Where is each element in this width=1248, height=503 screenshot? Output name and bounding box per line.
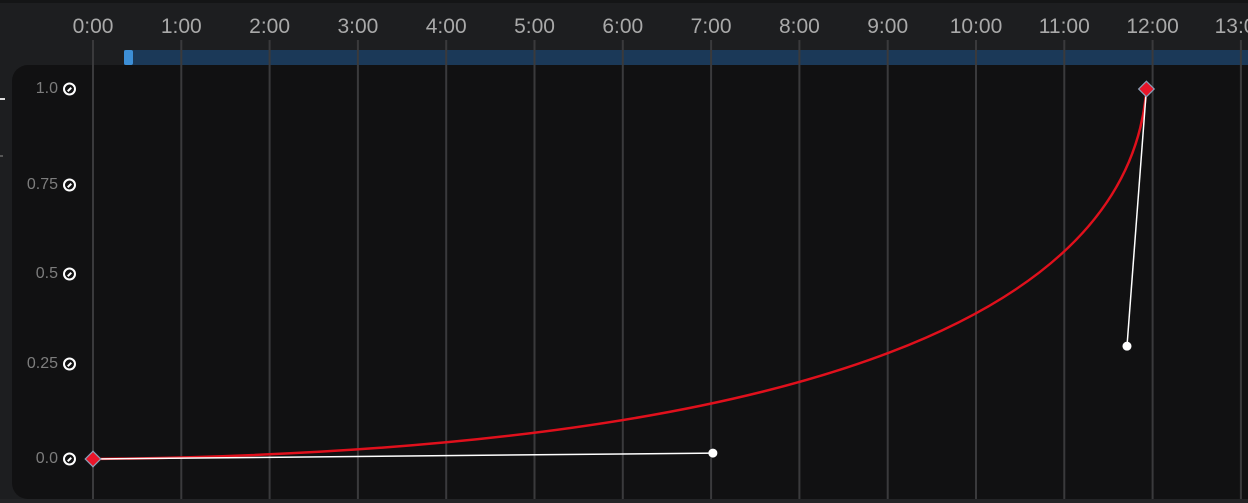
- bottom-border: [0, 499, 1248, 503]
- value-label: 0.25: [26, 354, 58, 372]
- value-dial-icon[interactable]: [63, 357, 76, 371]
- time-label: 12:00: [1126, 15, 1179, 38]
- time-ruler[interactable]: 0:00 1:00 2:00 3:00 4:00 5:00 6:00 7:00 8:00 9:00…: [0, 3, 1248, 50]
- time-label: 1:00: [160, 15, 202, 38]
- playback-range-bar[interactable]: [124, 50, 1248, 65]
- side-tick: [0, 155, 3, 157]
- time-label: 3:00: [337, 15, 379, 38]
- time-label: 4:00: [425, 15, 467, 38]
- time-label: 9:00: [867, 15, 909, 38]
- value-dial-icon[interactable]: [63, 178, 76, 192]
- out-tangent-handle[interactable]: [708, 448, 718, 458]
- time-label: 2:00: [249, 15, 291, 38]
- time-label: 13:00: [1214, 15, 1248, 38]
- animation-curve: [92, 88, 1148, 461]
- time-label: 5:00: [514, 15, 555, 38]
- top-border: [0, 0, 1248, 3]
- tangent-handle-line[interactable]: [92, 452, 713, 460]
- tangent-handle-line[interactable]: [1126, 88, 1148, 347]
- time-label: 7:00: [690, 15, 732, 38]
- playback-range-handle[interactable]: [123, 50, 133, 65]
- keyframe-diamond[interactable]: [84, 450, 102, 468]
- value-dial-icon[interactable]: [63, 452, 76, 466]
- value-label: 0.0: [35, 450, 58, 467]
- keyframe-diamond[interactable]: [1137, 80, 1156, 98]
- value-label: 0.5: [35, 265, 58, 282]
- time-label: 10:00: [949, 15, 1003, 38]
- time-label: 0:00: [72, 15, 114, 38]
- value-dial-icon[interactable]: [63, 267, 76, 281]
- time-label: 8:00: [778, 15, 820, 38]
- in-tangent-handle[interactable]: [1122, 341, 1132, 351]
- value-label: 0.75: [26, 176, 58, 194]
- value-dial-icon[interactable]: [63, 82, 76, 96]
- time-label: 11:00: [1038, 15, 1090, 38]
- value-label: 1.0: [35, 80, 58, 97]
- side-tick: [0, 98, 5, 100]
- curve-graph-panel[interactable]: [12, 65, 1248, 499]
- time-label: 6:00: [602, 15, 644, 38]
